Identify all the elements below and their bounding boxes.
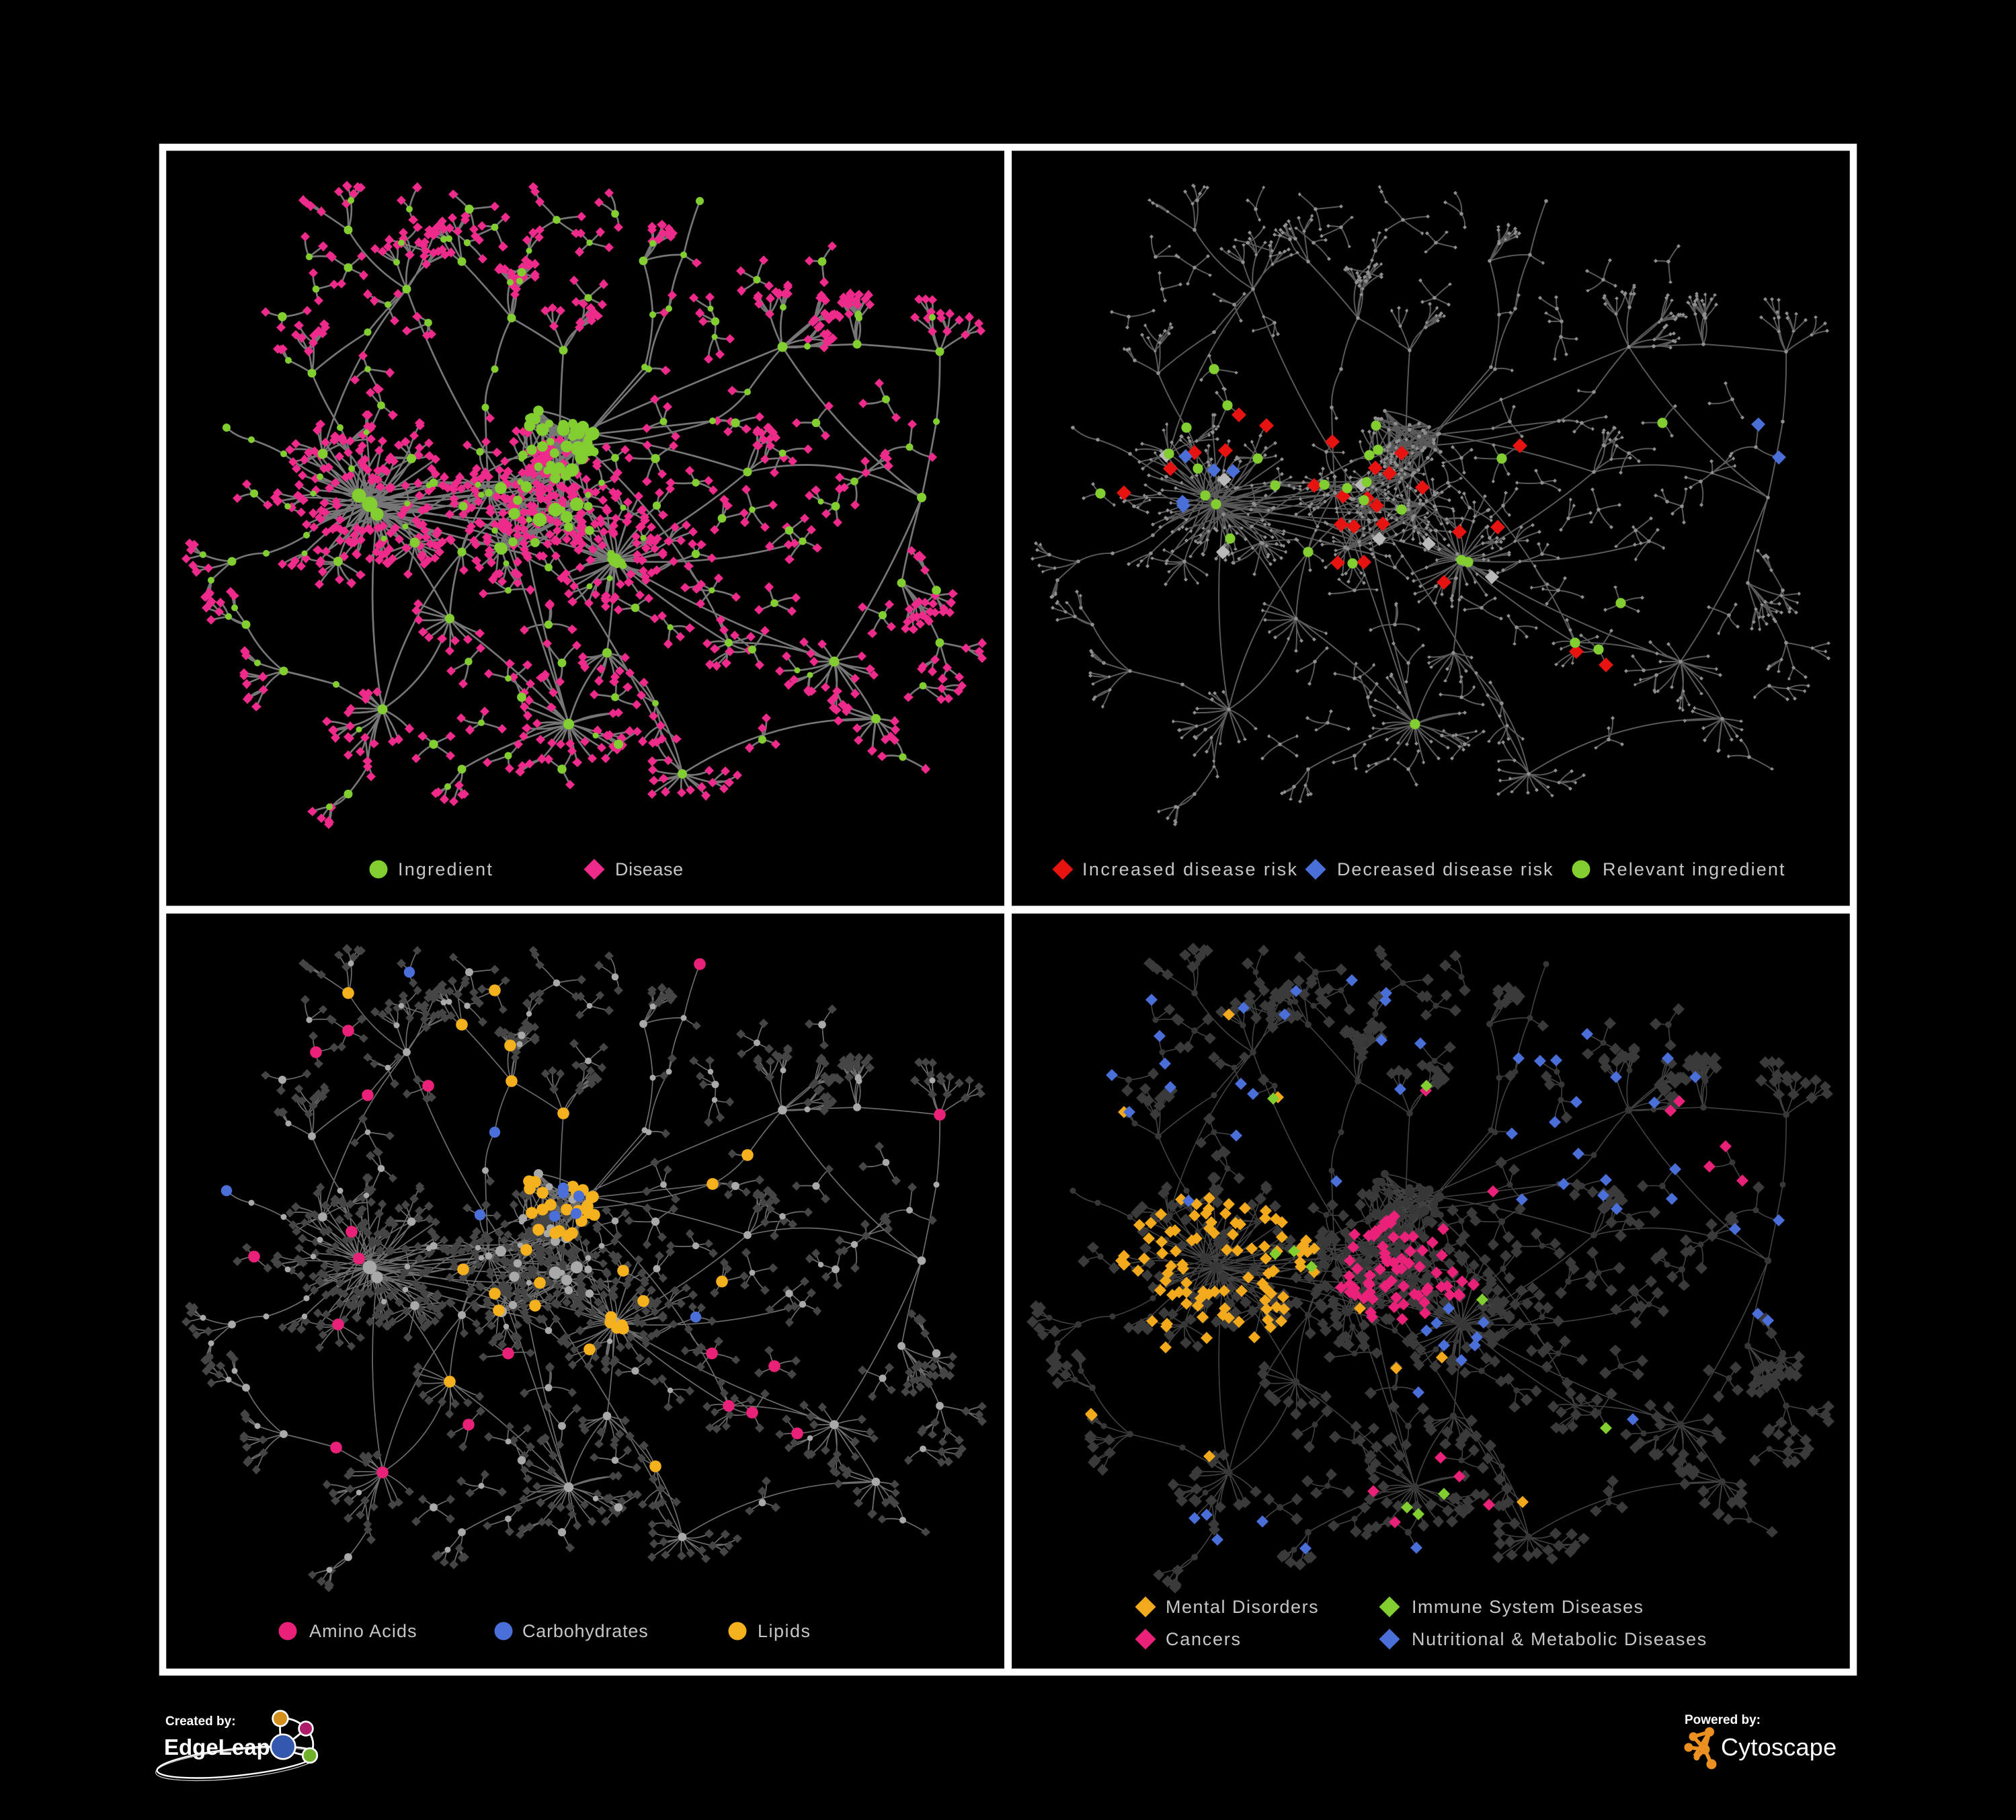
svg-text:Amino Acids: Amino Acids xyxy=(309,1621,417,1641)
svg-text:Mental Disorders: Mental Disorders xyxy=(1166,1597,1319,1617)
svg-text:Decreased disease risk: Decreased disease risk xyxy=(1337,859,1554,879)
svg-text:Cytoscape: Cytoscape xyxy=(1721,1733,1837,1761)
svg-text:Nutritional & Metabolic Diseas: Nutritional & Metabolic Diseases xyxy=(1412,1629,1707,1649)
svg-text:Created by:: Created by: xyxy=(165,1714,236,1729)
svg-text:Increased disease risk: Increased disease risk xyxy=(1082,859,1298,879)
svg-text:Immune System Diseases: Immune System Diseases xyxy=(1412,1597,1644,1617)
svg-text:Disease: Disease xyxy=(615,859,684,879)
svg-text:Relevant ingredient: Relevant ingredient xyxy=(1603,859,1786,879)
svg-text:Ingredient: Ingredient xyxy=(398,859,493,879)
svg-text:Powered by:: Powered by: xyxy=(1685,1713,1761,1727)
svg-text:Lipids: Lipids xyxy=(758,1621,811,1641)
svg-text:Cancers: Cancers xyxy=(1166,1629,1242,1649)
svg-text:Carbohydrates: Carbohydrates xyxy=(522,1621,649,1641)
